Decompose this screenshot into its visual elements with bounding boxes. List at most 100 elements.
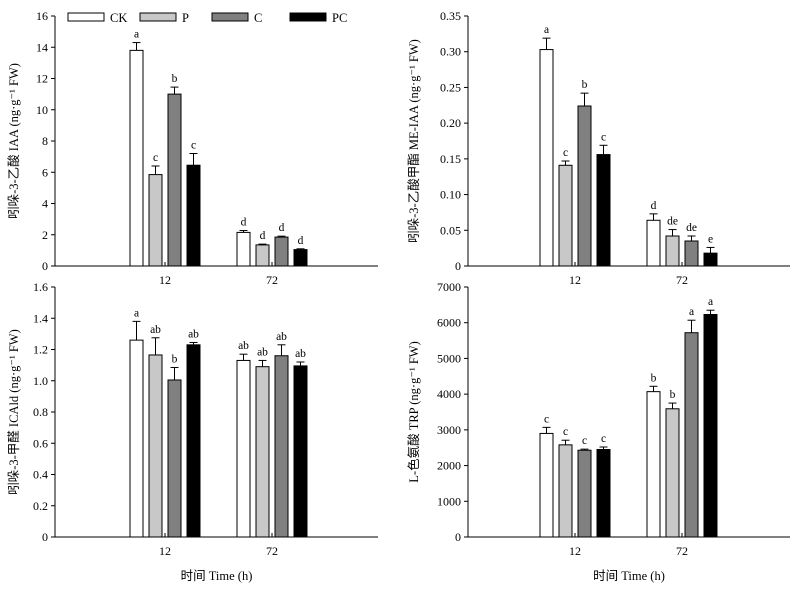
y-tick-label: 0 [455,530,461,544]
x-tick-label: 12 [159,544,171,558]
y-tick-label: 0.05 [440,223,461,237]
bar-ck-72 [236,359,251,538]
bar-ck-12 [539,432,554,538]
legend-label-c: C [254,11,262,25]
bar-p-72 [255,366,270,538]
significance-label: d [260,230,266,242]
bar-pc-12 [186,344,201,538]
significance-label: b [651,372,657,384]
bar-c-12 [167,93,182,267]
significance-label: d [241,217,247,229]
legend-label-pc: PC [332,11,347,25]
significance-label: d [298,235,304,247]
y-axis-label: 吲哚-3-乙酸 IAA (ng·g⁻¹ FW) [6,63,21,219]
significance-label: a [544,24,549,36]
significance-label: d [651,200,657,212]
significance-label: c [601,433,606,445]
x-axis-label: 时间 Time (h) [593,569,665,583]
significance-label: a [689,306,694,318]
bar-pc-12 [596,154,611,267]
chart-iaa: 0 2 4 6 8 10 12 14 16 吲哚-3-乙酸 IAA (ng·g⁻¹ FW) 12 72… [6,9,378,287]
significance-label: c [563,147,568,159]
bar-pc-72 [703,314,718,538]
bar-p-72 [255,244,270,267]
y-axis-label: L-色氨酸 TRP (ng·g⁻¹ FW) [406,341,421,482]
significance-label: c [191,140,196,152]
legend-swatch-c [211,12,249,22]
y-tick-label: 1000 [437,494,461,508]
y-tick-label: 5000 [437,351,461,365]
y-tick-label: 3000 [437,423,461,437]
bar-c-72 [274,236,289,267]
chart-trp: 0 1000 2000 3000 4000 5000 6000 7000 L-色氨酸 TRP (… [406,280,790,583]
y-tick-label: 1.0 [33,374,48,388]
y-tick-label: 4 [42,197,48,211]
bar-p-12 [558,444,573,538]
bar-p-72 [665,235,680,267]
bar-c-12 [577,449,592,538]
y-tick-label: 1.6 [33,280,48,294]
significance-label: b [670,389,676,401]
bar-c-72 [684,332,699,538]
legend-label-ck: CK [110,11,127,25]
bar-ck-72 [646,391,661,538]
significance-label: ab [295,348,306,360]
y-tick-label: 7000 [437,280,461,294]
significance-label: a [134,307,139,319]
y-axis-label: 吲哚-3-甲醛 ICAld (ng·g⁻¹ FW) [6,329,21,495]
significance-label: ab [188,328,199,340]
significance-label: de [667,216,678,228]
significance-label: c [153,152,158,164]
y-tick-label: 2 [42,228,48,242]
bar-pc-12 [186,164,201,267]
bar-ck-12 [539,49,554,267]
bar-c-72 [684,240,699,267]
bar-p-12 [148,174,163,267]
bar-pc-72 [293,249,308,267]
bar-pc-12 [596,449,611,538]
y-tick-label: 1.4 [33,311,48,325]
y-axis-label: 吲哚-3-乙酸甲酯 ME-IAA (ng·g⁻¹ FW) [406,39,421,243]
x-tick-label: 72 [266,273,278,287]
y-tick-label: 1.2 [33,343,48,357]
y-tick-label: 0.35 [440,9,461,23]
significance-label: a [708,296,713,308]
legend-label-p: P [182,11,189,25]
x-tick-label: 72 [676,273,688,287]
significance-label: c [601,131,606,143]
bar-ck-12 [129,339,144,538]
y-tick-label: 0.8 [33,405,48,419]
bar-c-12 [167,379,182,538]
bar-p-72 [665,408,680,538]
y-tick-label: 0.30 [440,45,461,59]
x-tick-label: 72 [676,544,688,558]
y-tick-label: 0 [42,530,48,544]
y-tick-label: 0 [42,259,48,273]
y-tick-label: 16 [36,9,48,23]
y-tick-label: 6000 [437,316,461,330]
significance-label: b [172,73,178,85]
y-tick-label: 6 [42,165,48,179]
x-tick-label: 72 [266,544,278,558]
legend: CK P C PC [67,11,347,25]
bar-ck-72 [236,231,251,267]
chart-me-iaa: 0 0.05 0.10 0.15 0.20 0.25 0.30 0.35 吲哚-3-乙酸甲酯 M… [406,9,790,287]
significance-label: a [134,29,139,41]
bar-ck-72 [646,219,661,267]
chart-icald: 0 0.2 0.4 0.6 0.8 1.0 1.2 1.4 1.6 吲哚-3-甲醛 ICAld (… [6,280,378,583]
significance-label: c [563,426,568,438]
bar-p-12 [148,354,163,538]
y-tick-label: 0.6 [33,436,48,450]
bar-pc-72 [703,252,718,267]
y-tick-label: 12 [36,72,48,86]
significance-label: e [708,233,713,245]
legend-swatch-p [139,12,177,22]
significance-label: de [686,222,697,234]
y-tick-label: 0.10 [440,188,461,202]
significance-label: ab [276,331,287,343]
y-tick-label: 14 [36,40,48,54]
y-tick-label: 0 [455,259,461,273]
significance-label: c [582,435,587,447]
legend-swatch-ck [67,12,105,22]
y-tick-label: 4000 [437,387,461,401]
